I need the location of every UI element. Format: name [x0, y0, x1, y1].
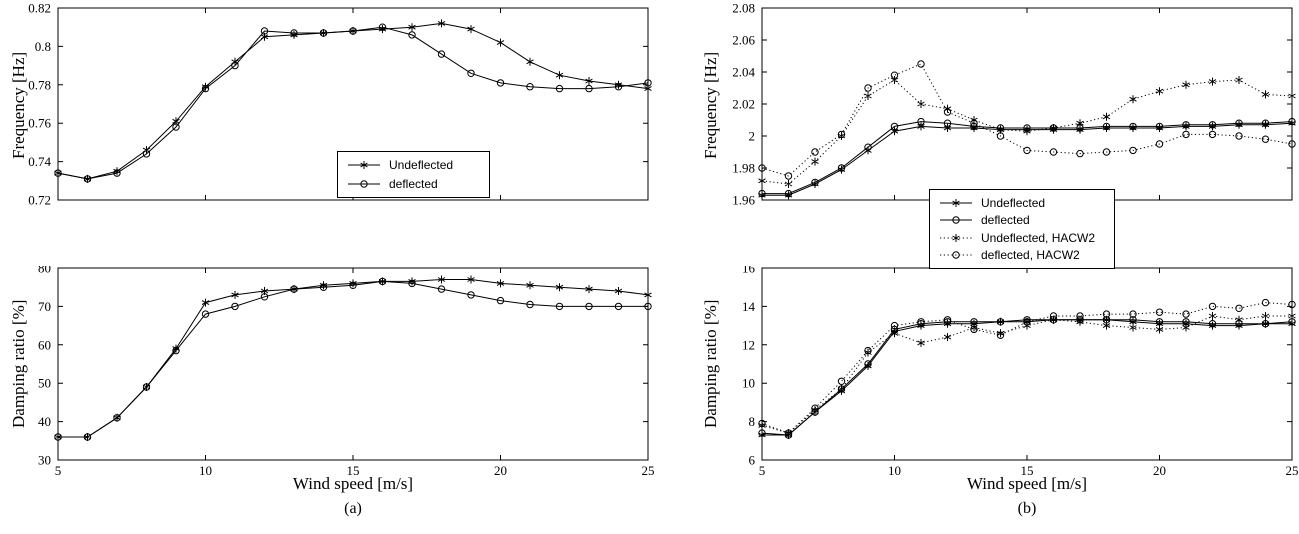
series-undeflected-hacw2	[758, 312, 1296, 438]
series-undeflected-hacw2	[758, 76, 1296, 188]
svg-text:1.96: 1.96	[732, 193, 755, 208]
svg-text:50: 50	[38, 376, 51, 391]
svg-text:25: 25	[1286, 463, 1299, 478]
series-deflected	[54, 23, 652, 183]
svg-text:60: 60	[38, 337, 51, 352]
svg-text:30: 30	[38, 453, 51, 468]
svg-text:10: 10	[199, 463, 212, 478]
svg-text:0.76: 0.76	[28, 116, 51, 131]
series-undeflected	[758, 315, 1296, 439]
plot-panel-b-frequency: 1.96 1.98 2 2.02 2.04 2.06 2.08	[700, 4, 1299, 208]
legend-b: Undeflected deflected Undeflected, HACW2 de…	[929, 189, 1115, 269]
tick-labels: 30 40 50 60 70 80 5 10 15 20 25	[38, 266, 655, 478]
plot-a-damping-canvas: 30 40 50 60 70 80 5 10 15 20 25	[38, 266, 655, 478]
circle-marker-icon	[940, 251, 972, 259]
svg-text:2.04: 2.04	[732, 65, 755, 80]
plot-a-frequency-canvas: 0.72 0.74 0.76 0.78 0.8 0.82	[28, 4, 652, 208]
legend-item-1: deflected	[938, 213, 1106, 227]
plot-panel-a-frequency: 0.72 0.74 0.76 0.78 0.8 0.82	[10, 4, 658, 208]
legend-item-0: Undeflected	[346, 158, 481, 172]
series-deflected-hacw2	[758, 60, 1296, 180]
svg-text:0.82: 0.82	[28, 4, 51, 16]
svg-text:40: 40	[38, 414, 51, 429]
series-deflected-hacw2	[758, 298, 1296, 437]
tick-labels: 0.72 0.74 0.76 0.78 0.8 0.82	[28, 4, 51, 208]
svg-text:25: 25	[642, 463, 655, 478]
svg-text:0.78: 0.78	[28, 77, 51, 92]
legend-label: deflected, HACW2	[981, 248, 1080, 263]
series-undeflected	[54, 275, 652, 441]
svg-text:2.02: 2.02	[732, 97, 755, 112]
svg-text:5: 5	[55, 463, 62, 478]
legend-item-2: Undeflected, HACW2	[938, 231, 1106, 245]
svg-text:80: 80	[38, 266, 51, 276]
plot-panel-b-damping: 6 8 10 12 14 16 5 10 15 20 25	[700, 266, 1299, 488]
svg-text:20: 20	[494, 463, 507, 478]
series-deflected	[758, 316, 1296, 439]
legend-label: Undeflected, HACW2	[981, 230, 1096, 245]
legend-label: deflected	[981, 213, 1030, 228]
tick-labels: 1.96 1.98 2 2.02 2.04 2.06 2.08	[732, 4, 755, 208]
svg-text:15: 15	[347, 463, 360, 478]
svg-text:5: 5	[759, 463, 766, 478]
svg-text:0.74: 0.74	[28, 154, 51, 169]
legend-item-0: Undeflected	[938, 196, 1106, 210]
svg-text:1.98: 1.98	[732, 161, 755, 176]
svg-text:14: 14	[742, 299, 756, 314]
star-marker-icon	[940, 198, 972, 207]
x-axis-label-b: Wind speed [m/s]	[966, 474, 1088, 493]
legend-item-3: deflected, HACW2	[938, 248, 1106, 262]
svg-text:70: 70	[38, 299, 51, 314]
svg-text:16: 16	[742, 266, 756, 276]
svg-text:15: 15	[1021, 463, 1034, 478]
star-marker-icon	[940, 233, 972, 242]
plot-b-frequency-canvas: 1.96 1.98 2 2.02 2.04 2.06 2.08	[732, 4, 1296, 208]
legend-item-1: deflected	[346, 177, 481, 191]
legend-label: deflected	[389, 176, 438, 191]
svg-text:2: 2	[749, 129, 756, 144]
tick-labels: 6 8 10 12 14 16 5 10 15 20 25	[742, 266, 1299, 478]
axes	[57, 267, 649, 461]
svg-text:8: 8	[749, 414, 756, 429]
legend-a: Undeflected deflected	[337, 151, 490, 198]
circle-marker-icon	[348, 180, 380, 188]
star-marker-icon	[348, 161, 380, 170]
legend-label: Undeflected	[389, 158, 454, 173]
caption-a: (a)	[344, 500, 362, 517]
plot-panel-a-damping: 30 40 50 60 70 80 5 10 15 20 25	[10, 266, 658, 488]
svg-text:10: 10	[888, 463, 901, 478]
series-deflected	[54, 277, 652, 441]
legend-label: Undeflected	[981, 195, 1046, 210]
svg-text:12: 12	[742, 337, 755, 352]
svg-text:2.08: 2.08	[732, 4, 755, 16]
svg-text:20: 20	[1153, 463, 1166, 478]
svg-text:10: 10	[742, 376, 755, 391]
svg-text:6: 6	[749, 453, 756, 468]
circle-marker-icon	[940, 216, 972, 224]
axes	[761, 267, 1293, 461]
svg-text:2.06: 2.06	[732, 33, 755, 48]
svg-text:0.72: 0.72	[28, 193, 51, 208]
plot-b-damping-canvas: 6 8 10 12 14 16 5 10 15 20 25	[742, 266, 1299, 478]
x-axis-label-a: Wind speed [m/s]	[292, 474, 414, 493]
svg-text:0.8: 0.8	[35, 39, 51, 54]
caption-b: (b)	[1017, 500, 1037, 517]
